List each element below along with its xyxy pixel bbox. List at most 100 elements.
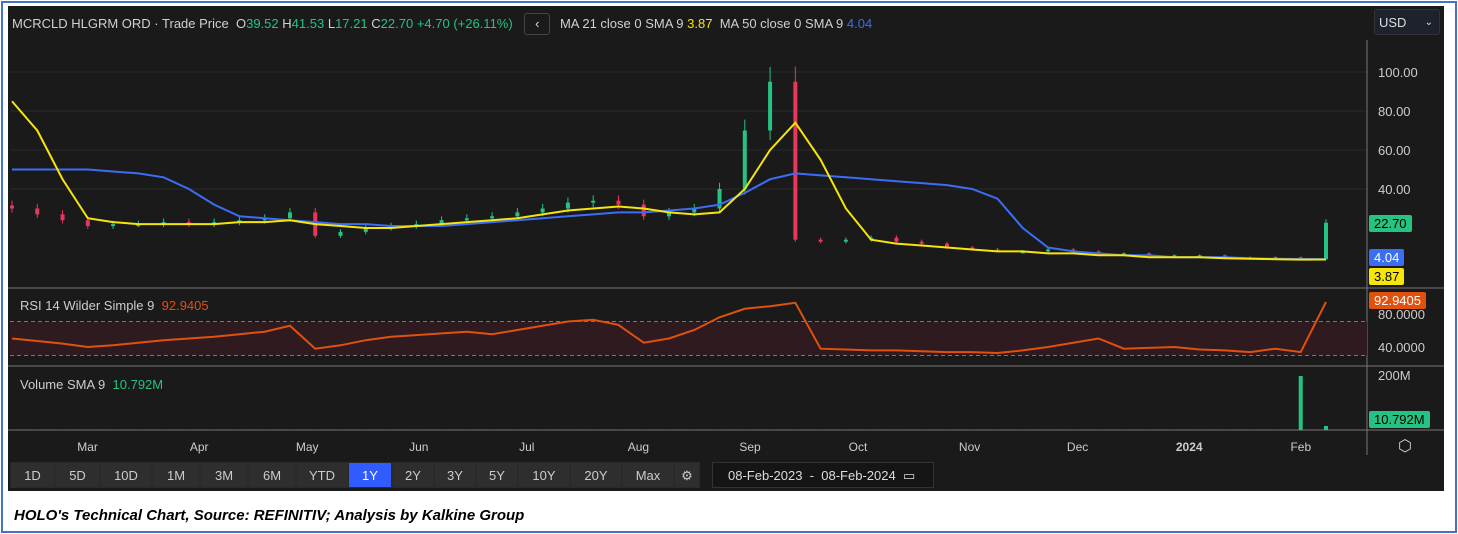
- chevron-left-icon[interactable]: ‹: [524, 13, 551, 35]
- y-tick-label: 80.00: [1378, 104, 1411, 119]
- candle-body: [287, 212, 292, 219]
- candle-body: [742, 130, 747, 189]
- candle-body: [515, 212, 520, 217]
- rsi-band: [10, 321, 1367, 356]
- range-button-10d[interactable]: 10D: [100, 462, 152, 488]
- candle-body: [363, 228, 368, 232]
- x-tick-label: Dec: [1067, 440, 1088, 454]
- range-button-6m[interactable]: 6M: [248, 462, 296, 488]
- volume-bar: [1324, 425, 1328, 430]
- candle-body: [111, 224, 116, 227]
- range-button-2y[interactable]: 2Y: [392, 462, 434, 488]
- x-tick-label: Mar: [77, 440, 98, 454]
- range-button-10y[interactable]: 10Y: [518, 462, 570, 488]
- candle-body: [490, 216, 495, 219]
- low-value: 17.21: [335, 16, 368, 31]
- high-label: H: [282, 16, 292, 31]
- candle-body: [944, 243, 949, 248]
- ma50-label: MA 50 close 0 SMA 9: [719, 16, 844, 31]
- y-tick-label: 40.00: [1378, 182, 1411, 197]
- calendar-icon: ▭: [902, 468, 916, 483]
- x-tick-label: Jul: [519, 440, 534, 454]
- candle-body: [10, 205, 14, 209]
- last-price-tag: 22.70: [1369, 215, 1412, 232]
- x-tick-label: Aug: [628, 440, 649, 454]
- candle-body: [717, 189, 722, 209]
- change-value: +4.70 (+26.11%): [416, 16, 513, 31]
- rsi-tick-80: 80.0000: [1378, 307, 1425, 322]
- candle-body: [464, 218, 469, 221]
- ma21-line: [11, 100, 1327, 261]
- candle-body: [793, 81, 798, 240]
- rsi-tick-40: 40.0000: [1378, 340, 1425, 355]
- volume-legend: Volume SMA 9 10.792M: [20, 377, 163, 392]
- range-button-3m[interactable]: 3M: [200, 462, 248, 488]
- candle-body: [818, 239, 823, 242]
- ma21-label: MA 21 close 0 SMA 9: [559, 16, 684, 31]
- currency-select[interactable]: USD ⌄: [1374, 9, 1440, 35]
- range-buttons: 1D 5D 10D 1M 3M 6M YTD 1Y 2Y 3Y 5Y 10Y 20Y Max ⚙: [10, 462, 700, 488]
- candle-body: [1046, 249, 1051, 252]
- candle-body: [768, 81, 773, 131]
- high-value: 41.53: [291, 16, 325, 31]
- rsi-legend: RSI 14 Wilder Simple 9 92.9405: [20, 298, 209, 313]
- date-to: 08-Feb-2024: [821, 468, 896, 483]
- candle-body: [85, 220, 90, 227]
- chevron-down-icon: ⌄: [1424, 17, 1433, 28]
- ma50-tag: 4.04: [1369, 249, 1405, 266]
- price-type: Trade Price: [162, 16, 229, 31]
- range-button-3y[interactable]: 3Y: [434, 462, 476, 488]
- currency-value: USD: [1379, 15, 1407, 30]
- candle-body: [616, 200, 621, 205]
- rsi-label: RSI 14 Wilder Simple 9: [20, 298, 155, 313]
- candle-body: [540, 208, 545, 213]
- ma50-line: [12, 168, 1327, 261]
- instrument-name: MCRCLD HLGRM ORD: [12, 16, 151, 31]
- close-label: C: [371, 16, 381, 31]
- candle-body: [1324, 222, 1328, 260]
- range-button-5d[interactable]: 5D: [55, 462, 100, 488]
- rsi-tag: 92.9405: [1369, 292, 1426, 309]
- candle-body: [60, 214, 65, 221]
- candle-body: [439, 220, 444, 225]
- volume-tag: 10.792M: [1369, 411, 1430, 428]
- volume-tick: 200M: [1378, 368, 1411, 383]
- x-tick-label: Oct: [849, 440, 868, 454]
- candle-body: [35, 208, 40, 215]
- candle-body: [338, 231, 343, 236]
- gear-icon[interactable]: ⚙: [674, 462, 700, 488]
- x-tick-label: Nov: [959, 440, 980, 454]
- range-button-1y[interactable]: 1Y: [348, 462, 392, 488]
- date-range-picker[interactable]: 08-Feb-2023 - 08-Feb-2024 ▭: [712, 462, 934, 488]
- range-button-5y[interactable]: 5Y: [476, 462, 518, 488]
- figure-caption: HOLO's Technical Chart, Source: REFINITI…: [14, 507, 525, 524]
- range-button-ytd[interactable]: YTD: [296, 462, 348, 488]
- candle-body: [919, 241, 924, 244]
- range-button-1m[interactable]: 1M: [152, 462, 200, 488]
- ma50-value: 4.04: [846, 16, 873, 31]
- chart-header: MCRCLD HLGRM ORD · Trade Price O39.52 H4…: [12, 13, 872, 35]
- x-tick-label: May: [296, 440, 319, 454]
- rsi-line: [11, 301, 1327, 354]
- x-tick-label: Feb: [1290, 440, 1311, 454]
- settings-icon[interactable]: ⬡: [1398, 438, 1412, 455]
- volume-legend-value: 10.792M: [112, 377, 164, 392]
- x-tick-label: 2024: [1176, 440, 1203, 454]
- open-label: O: [235, 16, 247, 31]
- candle-body: [641, 204, 646, 217]
- chart-panel: [8, 6, 1444, 491]
- separator: ·: [154, 16, 159, 31]
- candle-body: [692, 208, 697, 213]
- volume-bar: [1298, 376, 1303, 430]
- volume-label: Volume SMA 9: [20, 377, 106, 392]
- date-from: 08-Feb-2023: [728, 468, 803, 483]
- y-tick-label: 60.00: [1378, 143, 1411, 158]
- x-tick-label: Sep: [739, 440, 761, 454]
- range-button-20y[interactable]: 20Y: [570, 462, 622, 488]
- candle-body: [667, 212, 671, 217]
- range-button-1d[interactable]: 1D: [10, 462, 55, 488]
- x-tick-label: Jun: [409, 440, 428, 454]
- range-button-max[interactable]: Max: [622, 462, 674, 488]
